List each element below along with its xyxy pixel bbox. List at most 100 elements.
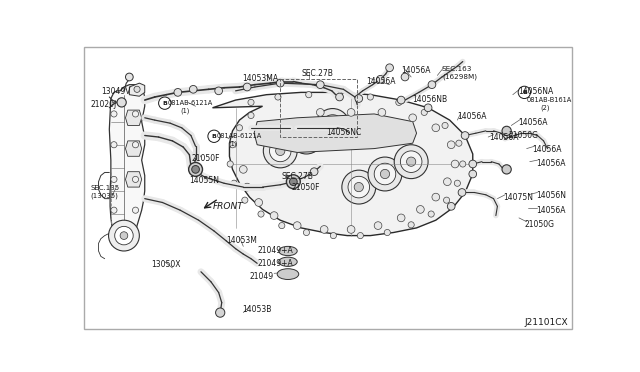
Circle shape <box>354 183 364 192</box>
Circle shape <box>368 157 402 191</box>
Polygon shape <box>109 85 145 249</box>
Circle shape <box>432 193 440 201</box>
Circle shape <box>227 161 234 167</box>
Circle shape <box>132 142 139 148</box>
Text: 21050G: 21050G <box>524 220 554 229</box>
Circle shape <box>111 111 117 117</box>
Text: 14056A: 14056A <box>490 133 519 142</box>
Text: 21049+A: 21049+A <box>257 246 293 256</box>
Circle shape <box>322 115 344 136</box>
Circle shape <box>518 86 531 99</box>
Circle shape <box>111 176 117 183</box>
Circle shape <box>310 168 318 176</box>
Circle shape <box>302 132 311 142</box>
Circle shape <box>111 142 117 148</box>
Circle shape <box>456 140 462 146</box>
Circle shape <box>216 308 225 317</box>
Circle shape <box>384 230 390 235</box>
Text: B: B <box>522 90 527 95</box>
Circle shape <box>408 222 414 228</box>
Circle shape <box>132 207 139 213</box>
Circle shape <box>444 178 451 186</box>
Text: 14053M: 14053M <box>227 235 257 245</box>
Circle shape <box>120 232 128 240</box>
Circle shape <box>502 126 511 135</box>
Circle shape <box>243 83 251 91</box>
Circle shape <box>208 130 220 142</box>
Circle shape <box>378 109 386 116</box>
Circle shape <box>236 125 243 131</box>
Circle shape <box>502 165 511 174</box>
Circle shape <box>460 161 466 167</box>
Circle shape <box>447 202 455 210</box>
Circle shape <box>316 109 349 142</box>
Text: 21050F: 21050F <box>292 183 320 192</box>
Circle shape <box>293 222 301 230</box>
Text: 14056NC: 14056NC <box>326 128 362 137</box>
Circle shape <box>279 222 285 229</box>
Text: 081AB-B161A: 081AB-B161A <box>527 97 572 103</box>
Circle shape <box>397 214 405 222</box>
Circle shape <box>454 180 460 186</box>
Circle shape <box>342 170 376 204</box>
Circle shape <box>374 222 382 230</box>
Text: SEC.27B: SEC.27B <box>301 69 333 78</box>
Circle shape <box>401 151 422 173</box>
Text: 14055N: 14055N <box>189 176 220 185</box>
Circle shape <box>255 199 262 206</box>
Text: (2): (2) <box>541 105 550 111</box>
Text: 14056A: 14056A <box>401 66 431 75</box>
Circle shape <box>316 109 324 116</box>
Circle shape <box>296 126 317 148</box>
Text: SEC.135: SEC.135 <box>91 185 120 191</box>
Circle shape <box>394 145 428 179</box>
Circle shape <box>111 207 117 213</box>
Circle shape <box>275 94 281 100</box>
Text: 21020J: 21020J <box>91 100 117 109</box>
Circle shape <box>328 121 337 130</box>
Text: (16298M): (16298M) <box>442 73 477 80</box>
Circle shape <box>243 183 251 191</box>
Circle shape <box>320 225 328 233</box>
Circle shape <box>469 170 477 178</box>
Text: 14056A: 14056A <box>536 206 565 215</box>
Text: B: B <box>212 134 216 139</box>
Text: 14056A: 14056A <box>458 112 487 121</box>
Bar <box>280 79 357 137</box>
Text: 14056NA: 14056NA <box>518 87 554 96</box>
Text: (1): (1) <box>228 141 238 147</box>
Circle shape <box>461 132 469 140</box>
Ellipse shape <box>279 257 297 266</box>
Circle shape <box>239 166 247 173</box>
Circle shape <box>469 160 477 168</box>
Circle shape <box>442 122 448 129</box>
Circle shape <box>397 96 405 104</box>
Circle shape <box>421 109 428 115</box>
Circle shape <box>386 64 394 71</box>
Circle shape <box>417 206 424 213</box>
Polygon shape <box>125 141 141 156</box>
Circle shape <box>159 97 171 109</box>
Circle shape <box>451 160 459 168</box>
Circle shape <box>396 99 402 106</box>
Circle shape <box>428 81 436 89</box>
Circle shape <box>406 157 416 166</box>
Circle shape <box>276 146 285 155</box>
Circle shape <box>337 92 342 98</box>
Ellipse shape <box>277 269 299 279</box>
Circle shape <box>367 94 373 100</box>
Polygon shape <box>125 110 141 125</box>
Circle shape <box>134 86 140 92</box>
Circle shape <box>231 180 237 186</box>
Text: 081AB-6121A: 081AB-6121A <box>168 100 213 106</box>
Text: (13035): (13035) <box>91 192 118 199</box>
Circle shape <box>316 81 324 89</box>
Text: 21049: 21049 <box>250 272 273 281</box>
Text: 13049V: 13049V <box>101 87 131 96</box>
Circle shape <box>270 212 278 219</box>
Text: 21049+A: 21049+A <box>257 259 293 268</box>
Text: 14053MA: 14053MA <box>242 74 278 83</box>
Circle shape <box>125 73 133 81</box>
Circle shape <box>242 197 248 203</box>
Circle shape <box>374 163 396 185</box>
